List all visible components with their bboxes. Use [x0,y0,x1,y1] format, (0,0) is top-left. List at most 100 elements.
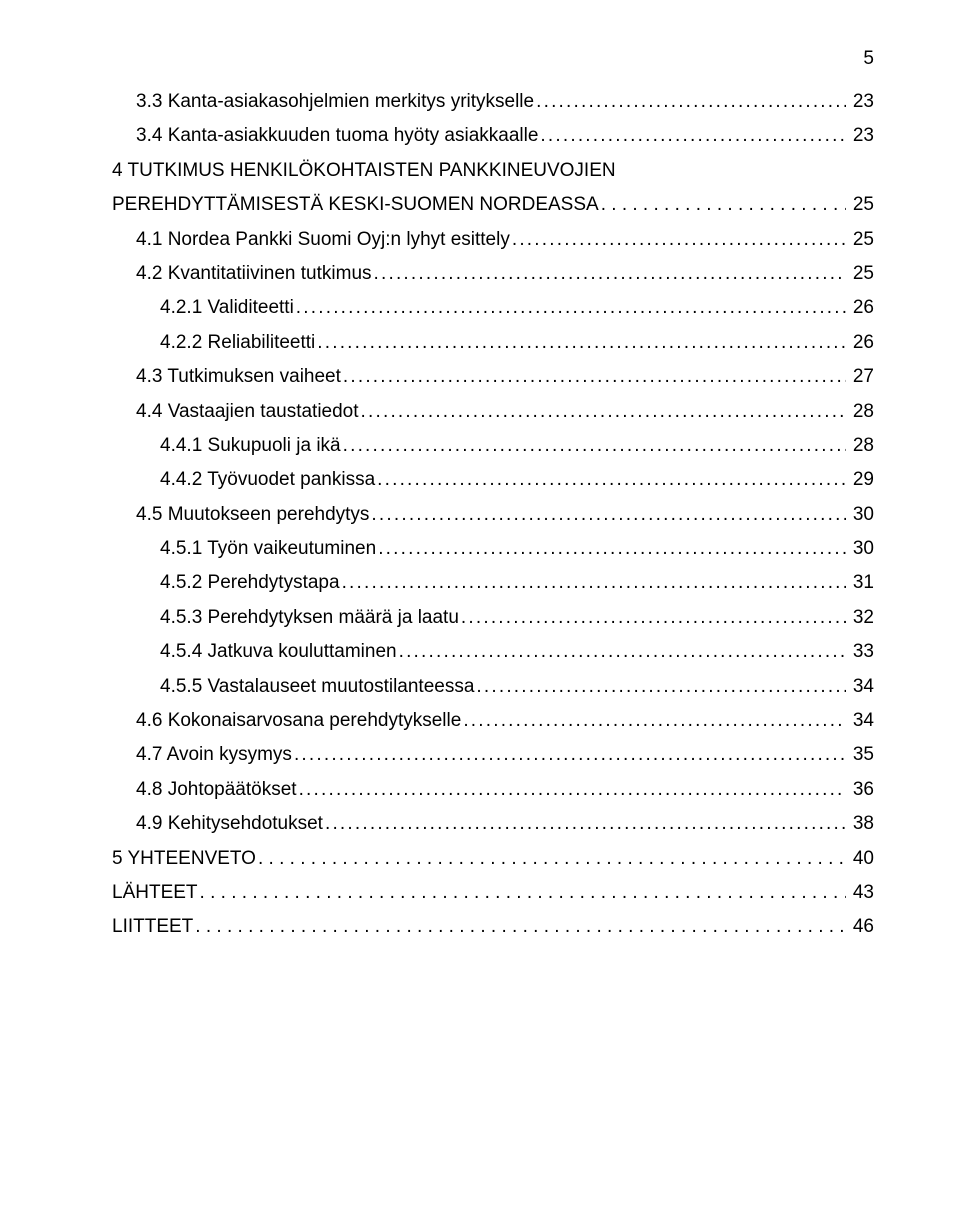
toc-entry-page: 32 [846,608,874,627]
toc-entry-label: 4.4 Vastaajien taustatiedot [136,402,359,421]
table-of-contents: 3.3 Kanta-asiakasohjelmien merkitys yrit… [112,92,874,936]
toc-leader-dots [292,745,846,764]
toc-leader-dots [315,333,846,352]
toc-entry-page: 38 [846,814,874,833]
toc-entry-label: 4.5.4 Jatkuva kouluttaminen [160,642,397,661]
toc-leader-dots [369,505,846,524]
toc-entry-label: 4.5.2 Perehdytystapa [160,573,340,592]
toc-entry-page: 27 [846,367,874,386]
toc-entry-page: 25 [846,264,874,283]
toc-entry: 4.4 Vastaajien taustatiedot 28 [136,402,874,421]
toc-leader-dots [323,814,846,833]
toc-entry-label: 4.5.5 Vastalauseet muutostilanteessa [160,677,474,696]
toc-entry-page: 34 [846,711,874,730]
toc-entry-page: 26 [846,298,874,317]
toc-entry: 4.5.2 Perehdytystapa 31 [160,573,874,592]
toc-entry-label: 4.5.1 Työn vaikeutuminen [160,539,376,558]
toc-leader-dots [340,573,846,592]
toc-entry: 4.5.4 Jatkuva kouluttaminen 33 [160,642,874,661]
toc-entry: 5 YHTEENVETO 40 [112,849,874,868]
toc-entry-page: 23 [846,126,874,145]
toc-leader-dots [341,367,846,386]
toc-leader-dots [474,677,846,696]
toc-leader-dots [461,711,846,730]
toc-entry-label: LIITTEET [112,917,193,936]
toc-entry-label: 4.2.2 Reliabiliteetti [160,333,315,352]
toc-leader-dots [198,883,846,902]
toc-entry: 4.8 Johtopäätökset36 [136,780,874,799]
toc-leader-dots [534,92,846,111]
toc-entry-label: 4 TUTKIMUS HENKILÖKOHTAISTEN PANKKINEUVO… [112,161,616,180]
toc-entry-label: 4.5.3 Perehdytyksen määrä ja laatu [160,608,459,627]
toc-entry: 4.2.1 Validiteetti 26 [160,298,874,317]
toc-entry: 4.4.1 Sukupuoli ja ikä 28 [160,436,874,455]
toc-entry: 4.5.1 Työn vaikeutuminen 30 [160,539,874,558]
toc-entry-page: 46 [846,917,874,936]
toc-entry-page: 33 [846,642,874,661]
toc-entry-page: 26 [846,333,874,352]
toc-entry-page: 28 [846,436,874,455]
toc-entry-page: 35 [846,745,874,764]
toc-entry-label: 4.5 Muutokseen perehdytys [136,505,369,524]
toc-entry-label: 4.4.2 Työvuodet pankissa [160,470,375,489]
toc-entry: 4.6 Kokonaisarvosana perehdytykselle 34 [136,711,874,730]
toc-entry: 3.3 Kanta-asiakasohjelmien merkitys yrit… [136,92,874,111]
toc-leader-dots [376,539,846,558]
toc-leader-dots [459,608,846,627]
toc-entry: LÄHTEET 43 [112,883,874,902]
toc-leader-dots [294,298,846,317]
toc-entry-label: 4.2.1 Validiteetti [160,298,294,317]
toc-entry-label: PEREHDYTTÄMISESTÄ KESKI-SUOMEN NORDEASSA [112,195,599,214]
toc-entry: 4.5 Muutokseen perehdytys 30 [136,505,874,524]
toc-leader-dots [599,195,846,214]
toc-leader-dots [372,264,846,283]
toc-leader-dots [341,436,846,455]
toc-entry: 4.4.2 Työvuodet pankissa 29 [160,470,874,489]
toc-entry-label: LÄHTEET [112,883,198,902]
toc-leader-dots [375,470,846,489]
toc-entry-page: 36 [846,780,874,799]
toc-entry-label: 4.2 Kvantitatiivinen tutkimus [136,264,372,283]
toc-entry: 4 TUTKIMUS HENKILÖKOHTAISTEN PANKKINEUVO… [112,161,874,180]
toc-leader-dots [538,126,846,145]
toc-entry-label: 3.4 Kanta-asiakkuuden tuoma hyöty asiakk… [136,126,538,145]
toc-entry-label: 4.6 Kokonaisarvosana perehdytykselle [136,711,461,730]
toc-leader-dots [359,402,846,421]
toc-entry: 4.2.2 Reliabiliteetti 26 [160,333,874,352]
toc-entry: LIITTEET 46 [112,917,874,936]
toc-entry-page: 40 [846,849,874,868]
toc-entry-label: 3.3 Kanta-asiakasohjelmien merkitys yrit… [136,92,534,111]
toc-entry: 3.4 Kanta-asiakkuuden tuoma hyöty asiakk… [136,126,874,145]
toc-entry-label: 4.3 Tutkimuksen vaiheet [136,367,341,386]
document-page: 5 3.3 Kanta-asiakasohjelmien merkitys yr… [0,0,960,1220]
toc-entry-label: 4.7 Avoin kysymys [136,745,292,764]
toc-entry-page: 28 [846,402,874,421]
toc-entry: 4.9 Kehitysehdotukset 38 [136,814,874,833]
toc-entry: 4.5.3 Perehdytyksen määrä ja laatu 32 [160,608,874,627]
toc-entry-page: 30 [846,539,874,558]
toc-entry: 4.5.5 Vastalauseet muutostilanteessa 34 [160,677,874,696]
toc-entry-page: 29 [846,470,874,489]
toc-entry-label: 4.1 Nordea Pankki Suomi Oyj:n lyhyt esit… [136,230,510,249]
toc-entry-page: 31 [846,573,874,592]
toc-entry: 4.7 Avoin kysymys 35 [136,745,874,764]
toc-entry: 4.3 Tutkimuksen vaiheet 27 [136,367,874,386]
toc-leader-dots [256,849,846,868]
toc-leader-dots [297,780,846,799]
toc-entry-page: 25 [846,230,874,249]
toc-entry-page: 34 [846,677,874,696]
toc-leader-dots [510,230,846,249]
toc-entry-label: 4.9 Kehitysehdotukset [136,814,323,833]
toc-entry: 4.1 Nordea Pankki Suomi Oyj:n lyhyt esit… [136,230,874,249]
toc-entry-label: 5 YHTEENVETO [112,849,256,868]
toc-entry-page: 23 [846,92,874,111]
toc-entry-page: 43 [846,883,874,902]
toc-entry-page: 30 [846,505,874,524]
toc-entry-page: 25 [846,195,874,214]
toc-entry: PEREHDYTTÄMISESTÄ KESKI-SUOMEN NORDEASSA… [112,195,874,214]
toc-entry-label: 4.4.1 Sukupuoli ja ikä [160,436,341,455]
toc-leader-dots [397,642,846,661]
toc-entry: 4.2 Kvantitatiivinen tutkimus 25 [136,264,874,283]
toc-leader-dots [193,917,846,936]
page-number: 5 [863,48,874,70]
